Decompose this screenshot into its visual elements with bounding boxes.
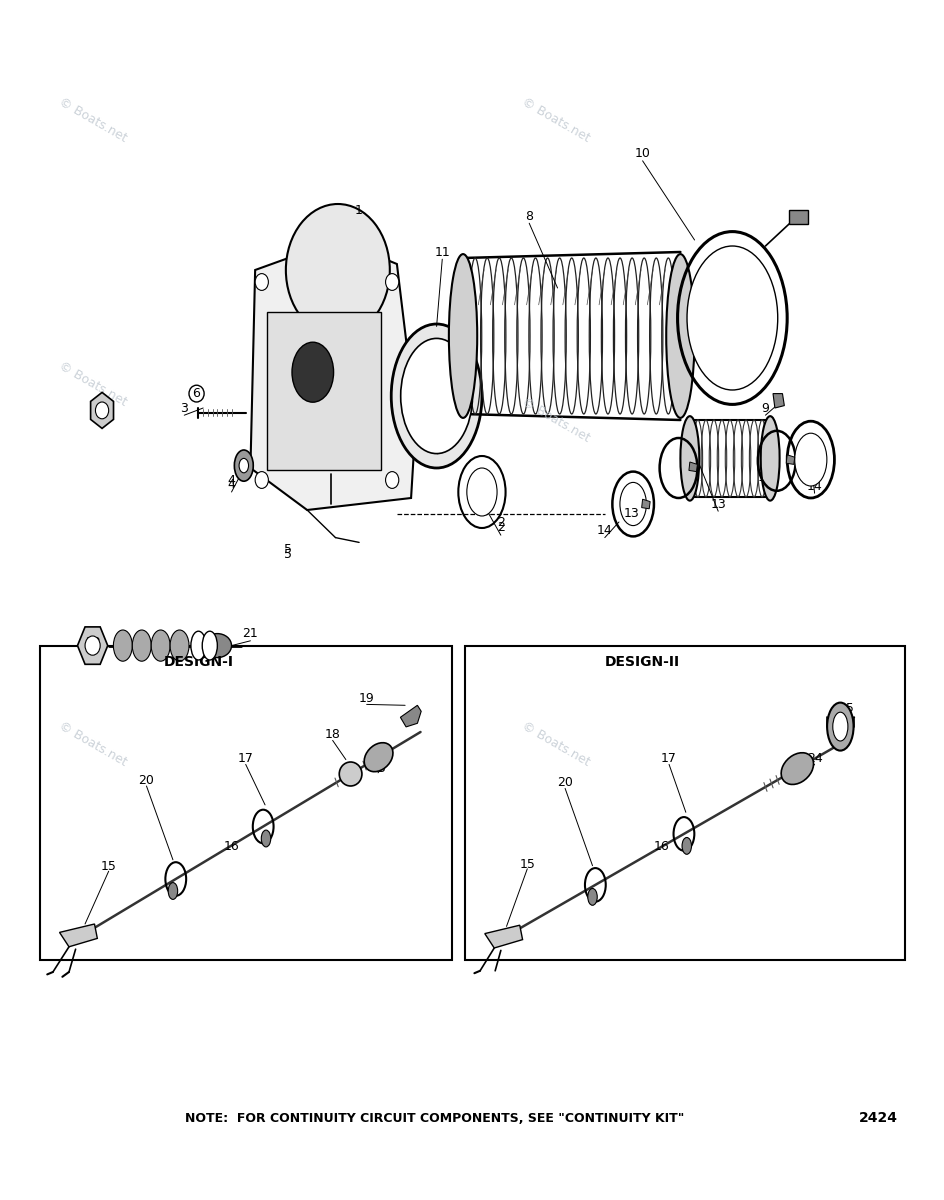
Text: 11: 11: [434, 246, 449, 258]
Ellipse shape: [85, 636, 100, 655]
Text: 4: 4: [228, 479, 235, 491]
Text: DESIGN-II: DESIGN-II: [604, 655, 680, 670]
Ellipse shape: [666, 254, 694, 418]
Text: 12: 12: [757, 472, 772, 484]
Text: © Boats.net: © Boats.net: [519, 95, 592, 145]
Text: 20: 20: [139, 774, 154, 786]
Text: 15: 15: [101, 860, 116, 872]
Ellipse shape: [189, 385, 204, 402]
Text: 14: 14: [597, 524, 612, 536]
Text: 23: 23: [370, 762, 385, 774]
Ellipse shape: [760, 416, 779, 500]
Text: 16: 16: [224, 840, 239, 852]
Text: 2: 2: [497, 522, 504, 534]
Text: 13: 13: [710, 498, 725, 510]
Ellipse shape: [132, 630, 151, 661]
Text: 4: 4: [228, 474, 235, 486]
Ellipse shape: [781, 752, 813, 785]
Text: 13: 13: [623, 508, 638, 520]
Polygon shape: [250, 240, 415, 510]
Ellipse shape: [363, 743, 393, 772]
Text: © Boats.net: © Boats.net: [57, 719, 129, 769]
Ellipse shape: [168, 883, 177, 900]
Text: 15: 15: [519, 858, 534, 870]
Text: 19: 19: [359, 692, 374, 704]
Ellipse shape: [686, 246, 777, 390]
Polygon shape: [641, 499, 649, 509]
Text: 8: 8: [525, 210, 532, 222]
Text: 17: 17: [661, 752, 676, 764]
Text: 22: 22: [85, 636, 100, 648]
Polygon shape: [59, 924, 97, 947]
Text: DESIGN-I: DESIGN-I: [163, 655, 233, 670]
Ellipse shape: [151, 630, 170, 661]
Ellipse shape: [170, 630, 189, 661]
Ellipse shape: [680, 416, 699, 500]
Bar: [788, 210, 807, 224]
Ellipse shape: [794, 433, 826, 486]
Ellipse shape: [619, 482, 646, 526]
Ellipse shape: [385, 472, 398, 488]
Ellipse shape: [339, 762, 362, 786]
Ellipse shape: [202, 631, 217, 660]
Ellipse shape: [203, 634, 231, 658]
Ellipse shape: [285, 204, 390, 336]
Ellipse shape: [458, 456, 505, 528]
Bar: [40, 646, 451, 960]
Ellipse shape: [400, 338, 472, 454]
Text: 1: 1: [355, 204, 362, 216]
Ellipse shape: [261, 830, 271, 847]
Text: 25: 25: [837, 702, 852, 714]
Ellipse shape: [587, 888, 597, 905]
Ellipse shape: [826, 702, 852, 751]
Text: NOTE:  FOR CONTINUITY CIRCUIT COMPONENTS, SEE "CONTINUITY KIT": NOTE: FOR CONTINUITY CIRCUIT COMPONENTS,…: [185, 1112, 683, 1124]
Text: 16: 16: [653, 840, 668, 852]
Ellipse shape: [391, 324, 481, 468]
Ellipse shape: [292, 342, 333, 402]
Text: 9: 9: [761, 402, 768, 414]
Ellipse shape: [255, 472, 268, 488]
Ellipse shape: [95, 402, 109, 419]
Polygon shape: [785, 455, 794, 464]
Ellipse shape: [255, 274, 268, 290]
Text: 14: 14: [806, 480, 821, 492]
Polygon shape: [400, 706, 421, 727]
Bar: [464, 646, 904, 960]
Text: 3: 3: [180, 402, 188, 414]
Polygon shape: [77, 626, 108, 665]
Ellipse shape: [466, 468, 497, 516]
Text: 17: 17: [238, 752, 253, 764]
Text: 21: 21: [243, 628, 258, 640]
Text: 7: 7: [98, 402, 106, 414]
Polygon shape: [484, 925, 522, 948]
Text: © Boats.net: © Boats.net: [57, 95, 129, 145]
Text: 20: 20: [557, 776, 572, 788]
Text: 2: 2: [497, 516, 504, 528]
Ellipse shape: [113, 630, 132, 661]
Text: © Boats.net: © Boats.net: [57, 359, 129, 409]
Ellipse shape: [448, 254, 477, 418]
Text: © Boats.net: © Boats.net: [519, 395, 592, 445]
Text: 24: 24: [806, 752, 821, 764]
Ellipse shape: [234, 450, 253, 481]
Ellipse shape: [682, 838, 691, 854]
Polygon shape: [772, 394, 784, 408]
Ellipse shape: [191, 631, 206, 660]
Ellipse shape: [832, 712, 847, 740]
Polygon shape: [91, 392, 113, 428]
Text: © Boats.net: © Boats.net: [519, 719, 592, 769]
Text: 2424: 2424: [858, 1111, 898, 1126]
Text: 18: 18: [325, 728, 340, 740]
Bar: [267, 312, 380, 470]
Text: 6: 6: [193, 388, 200, 400]
Text: 5: 5: [284, 544, 292, 556]
Polygon shape: [688, 462, 697, 472]
Text: 10: 10: [634, 148, 649, 160]
Text: 5: 5: [284, 548, 292, 560]
Ellipse shape: [385, 274, 398, 290]
Ellipse shape: [239, 458, 248, 473]
